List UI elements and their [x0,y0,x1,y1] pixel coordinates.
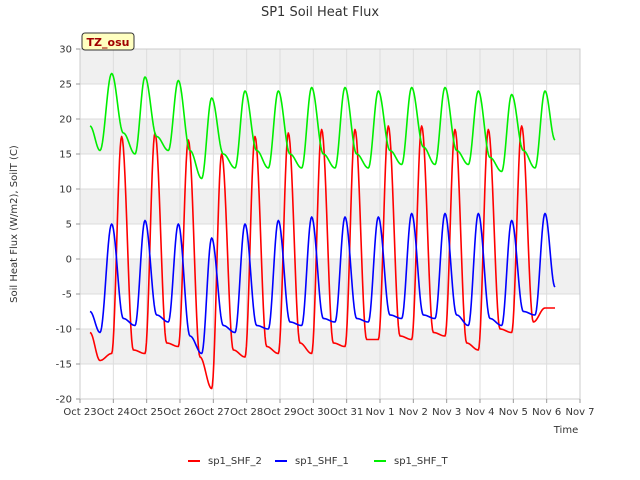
series-line-sp1_SHF_1 [89,212,556,355]
plot-band [80,84,580,119]
legend-label-sp1_SHF_1: sp1_SHF_1 [295,456,349,467]
series-lines [89,72,556,390]
x-axis-label: Time [553,425,578,436]
x-tick-label: Oct 27 [197,407,230,418]
x-tick-label: Oct 31 [330,407,363,418]
y-tick-label: 5 [66,220,72,231]
y-tick-label: -20 [56,395,72,406]
x-tick-label: Oct 29 [263,407,296,418]
x-tick-label: Oct 28 [230,407,263,418]
plot-band [80,119,580,154]
x-tick-label: Nov 2 [399,407,428,418]
badge: TZ_osu [81,32,135,51]
y-tick-label: 15 [59,150,72,161]
y-tick-label: 10 [59,185,72,196]
y-tick-label: -10 [56,325,72,336]
x-tick-label: Nov 4 [465,407,494,418]
y-tick-label: -5 [62,290,72,301]
plot-band [80,154,580,189]
x-tick-label: Nov 7 [565,407,594,418]
y-tick-label: -15 [56,360,72,371]
y-tick-label: 30 [59,45,72,56]
plot-band [80,224,580,259]
legend-label-sp1_SHF_2: sp1_SHF_2 [208,456,262,467]
y-axis-label: Soil Heat Flux (W/m2), SoilT (C) [9,145,20,303]
x-tick-label: Oct 30 [297,407,330,418]
chart-title: SP1 Soil Heat Flux [261,5,379,20]
x-tick-label: Oct 23 [63,407,96,418]
plot-bands [80,49,580,399]
badge-text: TZ_osu [87,36,130,49]
plot-band [80,364,580,399]
y-axis: -20 -15 -10 -5 0 5 10 15 20 25 30 [56,45,80,406]
y-tick-label: 25 [59,80,72,91]
x-axis: Oct 23 Oct 24 Oct 25 Oct 26 Oct 27 Oct 28 Oct … [63,399,595,418]
plot-band [80,189,580,224]
x-tick-label: Nov 5 [499,407,528,418]
legend: sp1_SHF_2 sp1_SHF_1 sp1_SHF_T [188,456,449,467]
series-line-sp1_SHF_2 [89,125,556,390]
x-tick-label: Nov 1 [365,407,394,418]
x-tick-label: Oct 25 [130,407,163,418]
y-tick-label: 0 [66,255,72,266]
plot-band [80,329,580,364]
x-tick-label: Nov 6 [532,407,561,418]
x-tick-label: Nov 3 [432,407,461,418]
x-tick-label: Oct 26 [163,407,196,418]
y-tick-label: 20 [59,115,72,126]
badge-box [81,32,135,51]
legend-label-sp1_SHF_T: sp1_SHF_T [394,456,449,467]
series-line-sp1_SHF_T [89,72,556,180]
x-tick-label: Oct 24 [97,407,130,418]
plot-band [80,49,580,84]
